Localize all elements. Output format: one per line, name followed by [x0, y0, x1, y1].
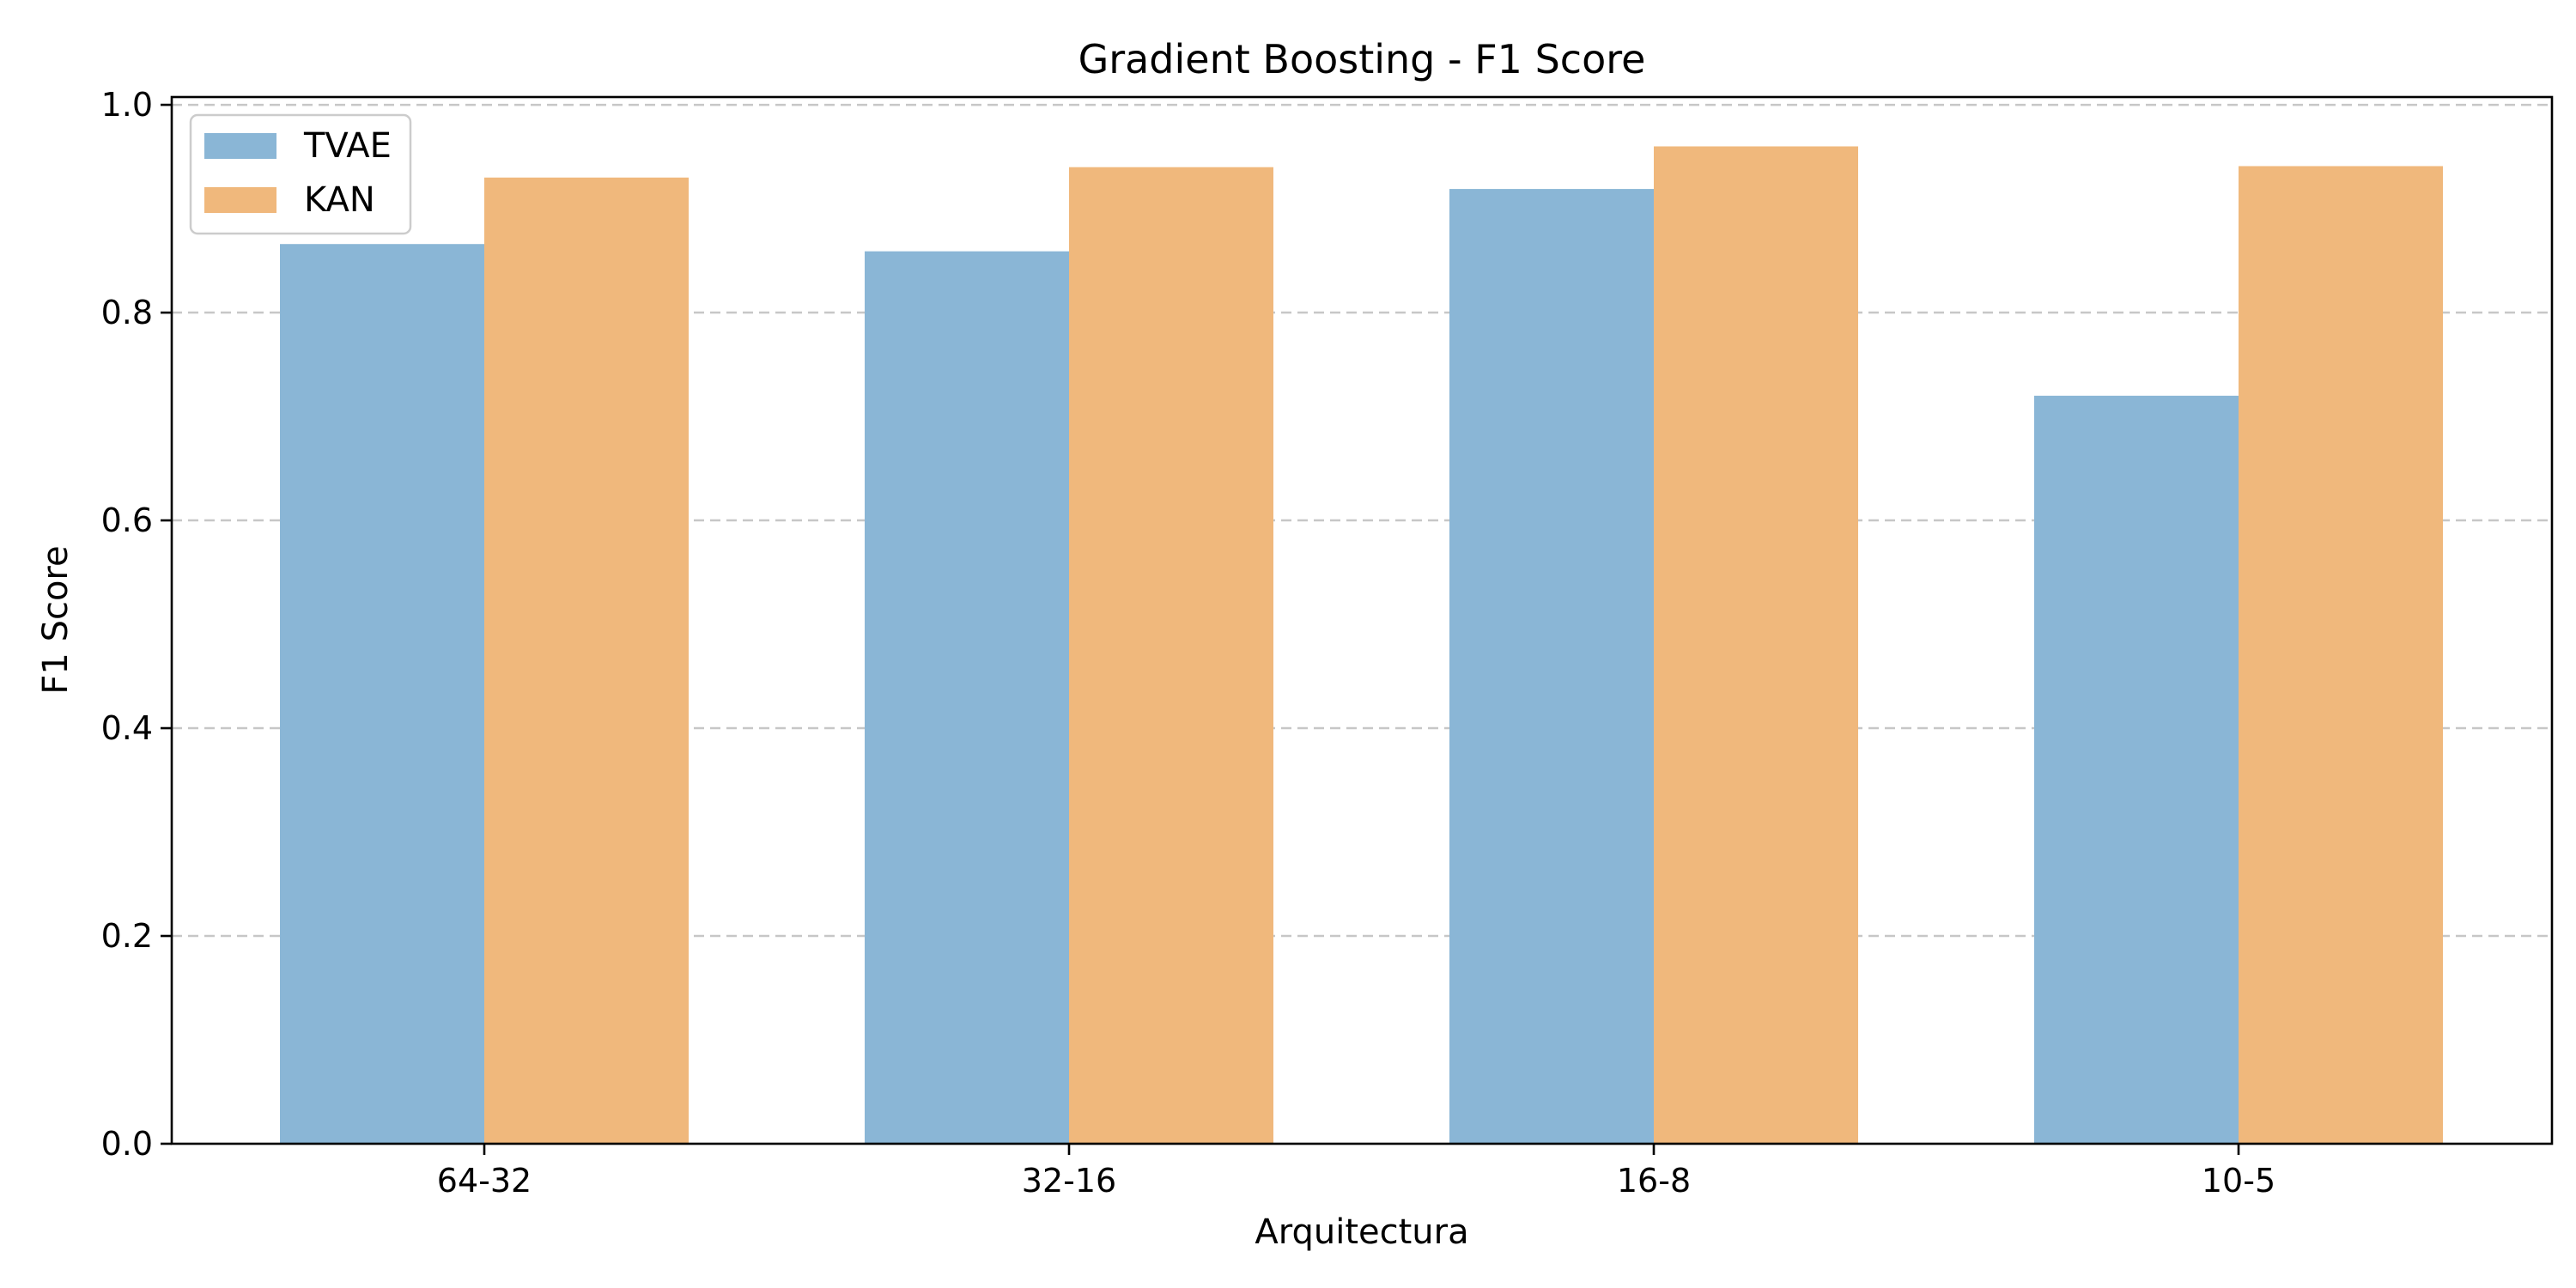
bar-tvae-10-5 — [2034, 395, 2239, 1144]
y-axis-label: F1 Score — [36, 545, 76, 694]
bars — [280, 146, 2443, 1145]
y-tick-label: 0.0 — [101, 1125, 153, 1163]
bar-kan-64-32 — [484, 177, 689, 1144]
x-tick-label: 10-5 — [2202, 1162, 2275, 1200]
bar-kan-32-16 — [1069, 167, 1273, 1145]
bar-kan-16-8 — [1654, 146, 1858, 1145]
legend-swatch-kan — [204, 187, 276, 213]
y-tick-label: 1.0 — [101, 86, 153, 124]
y-axis-ticks: 0.0 0.2 0.4 0.6 0.8 1.0 — [101, 86, 172, 1163]
bar-tvae-16-8 — [1449, 189, 1654, 1145]
x-tick-label: 32-16 — [1022, 1162, 1116, 1200]
x-tick-label: 16-8 — [1617, 1162, 1691, 1200]
y-tick-label: 0.6 — [101, 501, 153, 539]
y-tick-label: 0.4 — [101, 709, 153, 747]
bar-tvae-32-16 — [865, 251, 1069, 1144]
bar-tvae-64-32 — [280, 244, 484, 1144]
legend: TVAE KAN — [189, 113, 412, 235]
bar-kan-10-5 — [2239, 166, 2443, 1144]
x-axis-label: Arquitectura — [1255, 1212, 1468, 1252]
x-axis-ticks: 64-32 32-16 16-8 10-5 — [437, 1144, 2275, 1200]
legend-label-kan: KAN — [304, 180, 375, 220]
legend-label-tvae: TVAE — [303, 126, 392, 166]
x-tick-label: 64-32 — [437, 1162, 532, 1200]
y-tick-label: 0.2 — [101, 917, 153, 955]
chart-title: Gradient Boosting - F1 Score — [1078, 36, 1646, 82]
legend-swatch-tvae — [204, 133, 276, 159]
y-tick-label: 0.8 — [101, 294, 153, 331]
plot-area-frame — [170, 95, 2554, 1145]
